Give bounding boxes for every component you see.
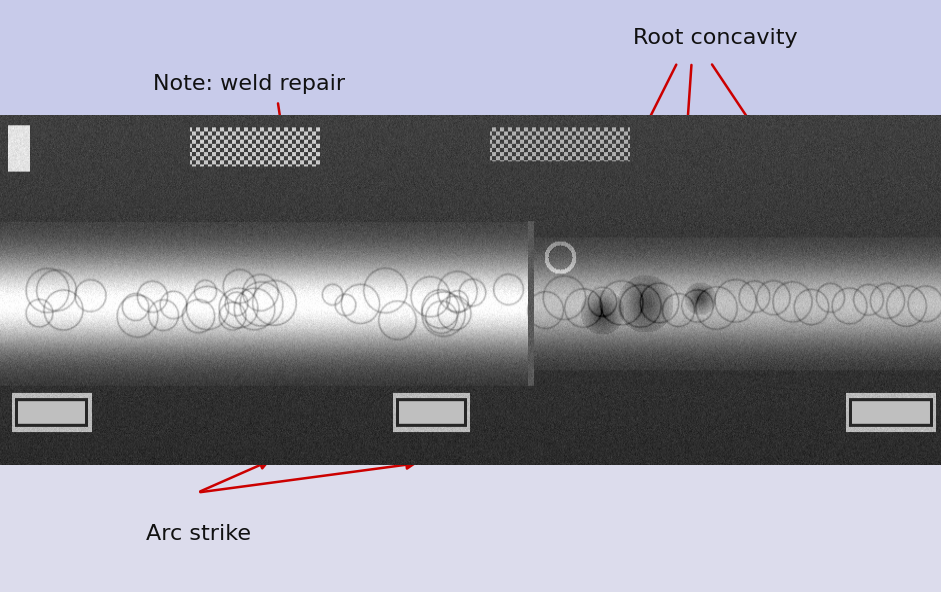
Text: Arc strike: Arc strike [146, 524, 251, 544]
Bar [0, 130, 941, 592]
Bar [0, 0, 941, 130]
Text: Root concavity: Root concavity [633, 28, 797, 49]
Text: Note: weld repair: Note: weld repair [153, 74, 345, 94]
